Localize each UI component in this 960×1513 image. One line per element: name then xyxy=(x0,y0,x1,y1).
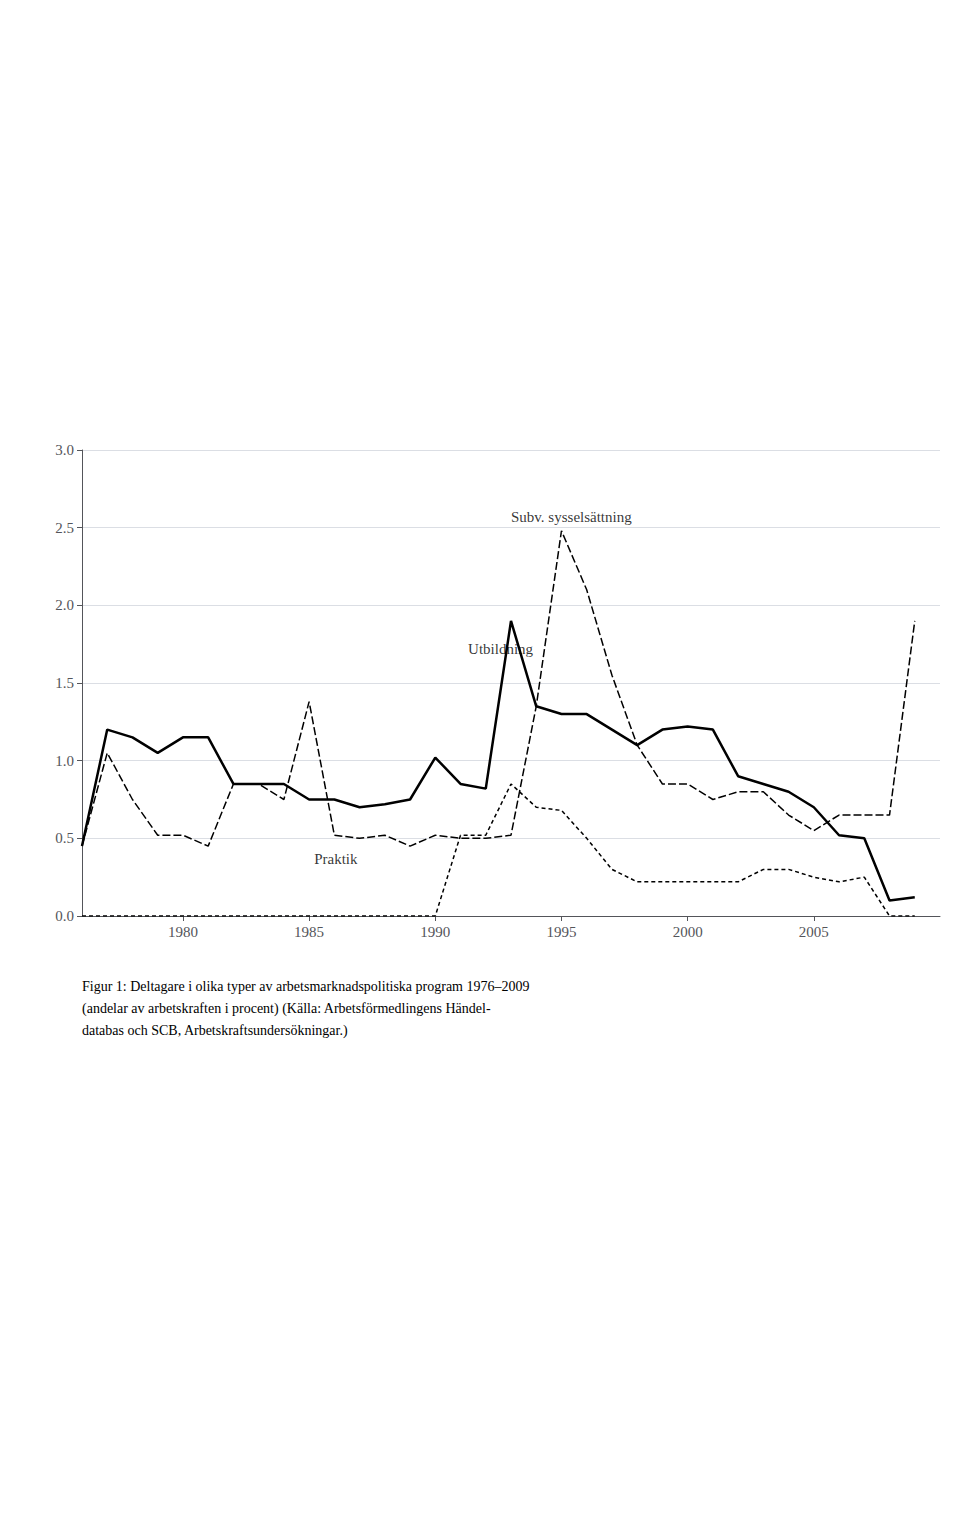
svg-text:(andelar av arbetskraften i pr: (andelar av arbetskraften i procent) (Kä… xyxy=(82,1001,491,1017)
svg-text:2.5: 2.5 xyxy=(55,520,74,536)
svg-text:2000: 2000 xyxy=(673,924,703,940)
svg-text:databas och SCB, Arbetskraftsu: databas och SCB, Arbetskraftsundersöknin… xyxy=(82,1023,348,1039)
svg-text:0.0: 0.0 xyxy=(55,908,74,924)
svg-text:Subv. sysselsättning: Subv. sysselsättning xyxy=(511,509,632,525)
svg-text:0.5: 0.5 xyxy=(55,830,74,846)
svg-text:3.0: 3.0 xyxy=(55,442,74,458)
svg-text:1990: 1990 xyxy=(420,924,450,940)
svg-text:1995: 1995 xyxy=(546,924,576,940)
svg-text:1.0: 1.0 xyxy=(55,753,74,769)
svg-text:2.0: 2.0 xyxy=(55,597,74,613)
svg-text:2005: 2005 xyxy=(799,924,829,940)
svg-text:Figur 1: Deltagare i olika typ: Figur 1: Deltagare i olika typer av arbe… xyxy=(82,979,530,994)
svg-text:1980: 1980 xyxy=(168,924,198,940)
svg-text:1.5: 1.5 xyxy=(55,675,74,691)
svg-text:Utbildning: Utbildning xyxy=(468,641,534,657)
svg-text:1985: 1985 xyxy=(294,924,324,940)
svg-text:Praktik: Praktik xyxy=(314,851,358,867)
